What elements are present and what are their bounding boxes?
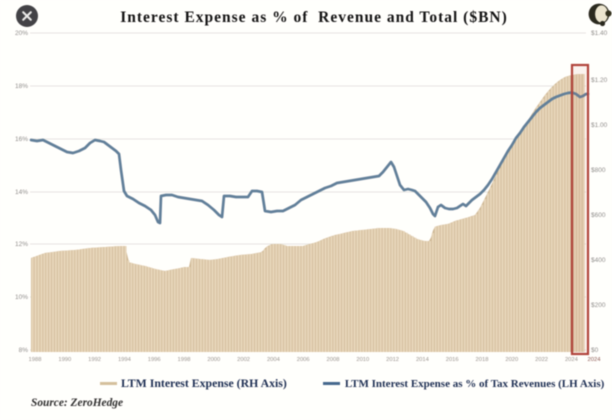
svg-text:$1.20: $1.20 (591, 77, 608, 84)
svg-text:2016: 2016 (446, 357, 459, 363)
svg-text:1996: 1996 (148, 357, 161, 363)
svg-text:2024: 2024 (565, 357, 579, 363)
svg-text:2024: 2024 (588, 357, 602, 363)
svg-text:$400: $400 (591, 257, 606, 264)
svg-text:$600: $600 (591, 212, 606, 219)
svg-text:1990: 1990 (58, 357, 71, 363)
svg-text:$200: $200 (591, 302, 606, 309)
svg-text:1992: 1992 (88, 357, 101, 363)
svg-text:2018: 2018 (476, 357, 489, 363)
svg-text:1994: 1994 (118, 357, 132, 363)
svg-text:2022: 2022 (535, 357, 548, 363)
svg-text:$0: $0 (591, 347, 599, 354)
svg-text:2014: 2014 (416, 357, 430, 363)
svg-text:2010: 2010 (356, 357, 369, 363)
svg-text:20%: 20% (15, 30, 28, 37)
svg-text:8%: 8% (19, 347, 29, 354)
svg-text:12%: 12% (15, 241, 28, 248)
svg-text:10%: 10% (15, 294, 28, 301)
svg-text:$800: $800 (591, 167, 606, 174)
svg-text:1998: 1998 (178, 357, 191, 363)
svg-text:2006: 2006 (297, 357, 310, 363)
svg-text:2002: 2002 (237, 357, 250, 363)
svg-text:18%: 18% (15, 83, 28, 90)
svg-text:2004: 2004 (267, 357, 281, 363)
svg-text:2000: 2000 (207, 357, 220, 363)
svg-text:$1.00: $1.00 (591, 122, 608, 129)
svg-text:2008: 2008 (327, 357, 340, 363)
svg-text:$1.40: $1.40 (591, 30, 608, 37)
svg-text:2012: 2012 (386, 357, 399, 363)
svg-text:2020: 2020 (505, 357, 518, 363)
svg-text:1988: 1988 (29, 357, 42, 363)
svg-text:16%: 16% (15, 136, 28, 143)
svg-text:14%: 14% (15, 189, 28, 196)
